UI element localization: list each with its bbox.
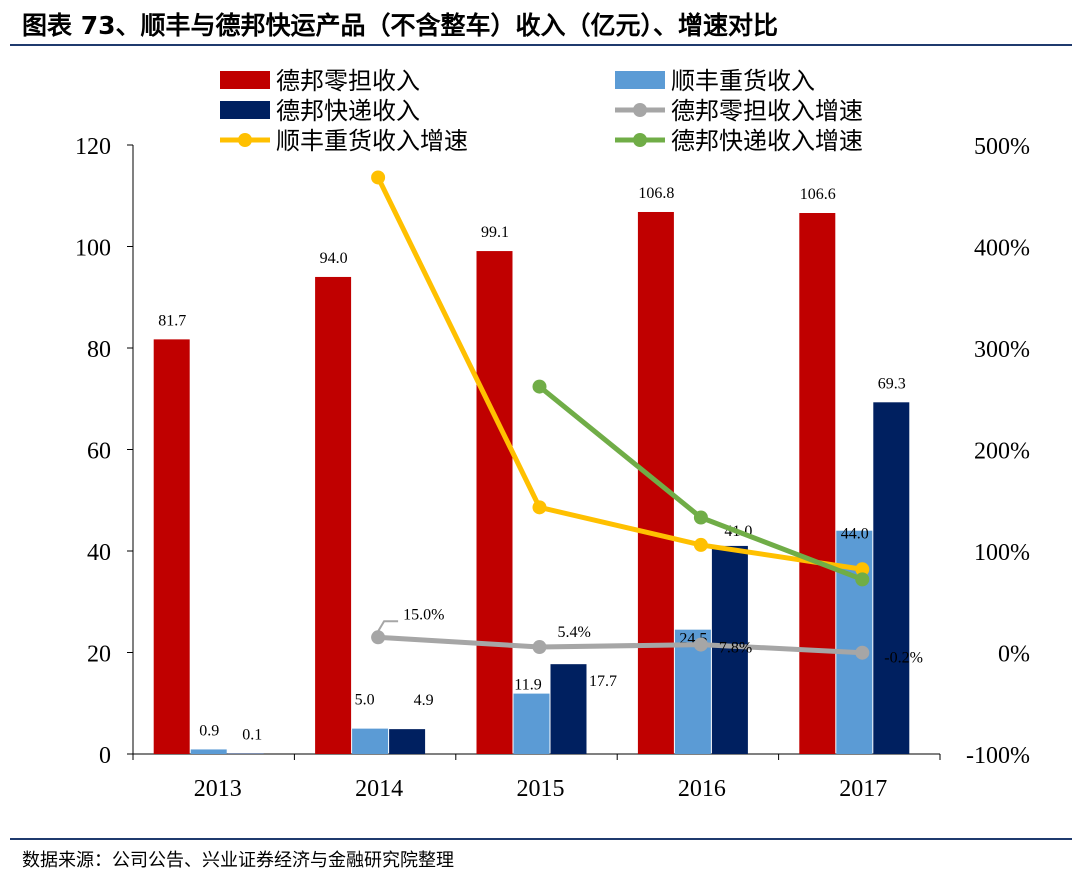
bar-data-label: 69.3 (878, 375, 906, 392)
bar-德邦快递收入 (711, 545, 748, 754)
bar-顺丰重货收入 (674, 629, 711, 754)
right-tick-label: 200% (974, 439, 1030, 465)
point-顺丰重货收入增速 (693, 537, 708, 552)
line-data-label: 5.4% (558, 624, 591, 641)
bar-data-label: 17.7 (589, 673, 617, 690)
x-tick-label: 2014 (355, 776, 403, 802)
bar-顺丰重货收入 (190, 749, 227, 754)
x-tick-label: 2017 (839, 776, 887, 802)
x-tick-label: 2013 (194, 776, 242, 802)
point-顺丰重货收入增速 (855, 562, 870, 577)
bar-data-label: 106.6 (800, 186, 836, 203)
bar-德邦快递收入 (389, 729, 426, 754)
x-tick-label: 2016 (678, 776, 726, 802)
right-tick-label: 100% (974, 540, 1030, 566)
left-tick-label: 120 (75, 134, 111, 160)
line-data-label: -0.2% (884, 650, 923, 667)
bar-data-label: 99.1 (481, 224, 509, 241)
point-德邦零担收入增速 (855, 645, 870, 660)
line-data-label: 15.0% (403, 606, 444, 623)
legend-swatch (220, 101, 270, 119)
point-德邦快递收入增速 (855, 572, 870, 587)
point-顺丰重货收入增速 (371, 170, 386, 185)
right-tick-label: 300% (974, 337, 1030, 363)
bar-德邦零担收入 (315, 276, 352, 754)
legend-marker (633, 133, 647, 147)
bar-德邦快递收入 (550, 664, 587, 754)
bar-data-label: 5.0 (355, 692, 375, 709)
bar-德邦快递收入 (873, 402, 910, 754)
bar-data-label: 106.8 (638, 185, 674, 202)
line-data-label: 7.8% (719, 640, 752, 657)
right-tick-label: 0% (998, 642, 1030, 668)
bar-顺丰重货收入 (513, 693, 550, 754)
left-tick-label: 80 (87, 337, 111, 363)
right-tick-label: 400% (974, 236, 1030, 262)
bar-data-label: 81.7 (158, 312, 186, 329)
legend-marker (238, 133, 252, 147)
right-tick-label: -100% (966, 743, 1030, 769)
point-德邦零担收入增速 (532, 640, 547, 655)
bar-德邦零担收入 (153, 339, 190, 754)
bar-顺丰重货收入 (352, 728, 389, 754)
point-德邦快递收入增速 (693, 510, 708, 525)
source-note: 数据来源：公司公告、兴业证券经济与金融研究院整理 (22, 850, 454, 871)
bar-data-label: 11.9 (514, 677, 541, 694)
bar-德邦零担收入 (799, 213, 836, 754)
legend-label: 德邦零担收入增速 (671, 97, 863, 125)
left-tick-label: 40 (87, 540, 111, 566)
x-tick-label: 2015 (517, 776, 565, 802)
source-divider (10, 838, 1072, 840)
legend-label: 德邦快递收入 (276, 97, 420, 125)
legend-label: 德邦零担收入 (276, 67, 420, 95)
left-tick-label: 20 (87, 642, 111, 668)
bar-data-label: 4.9 (414, 692, 434, 709)
right-tick-label: 500% (974, 134, 1030, 160)
left-tick-label: 0 (99, 743, 111, 769)
left-tick-label: 60 (87, 439, 111, 465)
leader-line (377, 620, 399, 632)
legend-label: 德邦快递收入增速 (671, 127, 863, 155)
bar-data-label: 44.0 (841, 526, 869, 543)
figure-title: 图表 73、顺丰与德邦快运产品（不含整车）收入（亿元）、增速对比 (22, 11, 778, 40)
legend-label: 顺丰重货收入增速 (276, 127, 468, 155)
legend-swatch (220, 71, 270, 89)
legend-label: 顺丰重货收入 (671, 67, 815, 95)
point-顺丰重货收入增速 (532, 500, 547, 515)
line-顺丰重货收入增速 (375, 176, 863, 572)
bar-德邦快递收入 (227, 753, 264, 754)
left-tick-label: 100 (75, 236, 111, 262)
point-德邦零担收入增速 (693, 637, 708, 652)
point-德邦快递收入增速 (532, 379, 547, 394)
line-德邦零担收入增速 (377, 634, 863, 656)
title-divider (10, 44, 1072, 46)
point-德邦零担收入增速 (371, 630, 386, 645)
bar-data-label: 0.1 (242, 726, 262, 743)
bar-德邦零担收入 (476, 251, 513, 754)
legend-marker (633, 103, 647, 117)
legend-swatch (615, 71, 665, 89)
bar-data-label: 94.0 (320, 250, 348, 267)
bar-data-label: 0.9 (199, 722, 219, 739)
